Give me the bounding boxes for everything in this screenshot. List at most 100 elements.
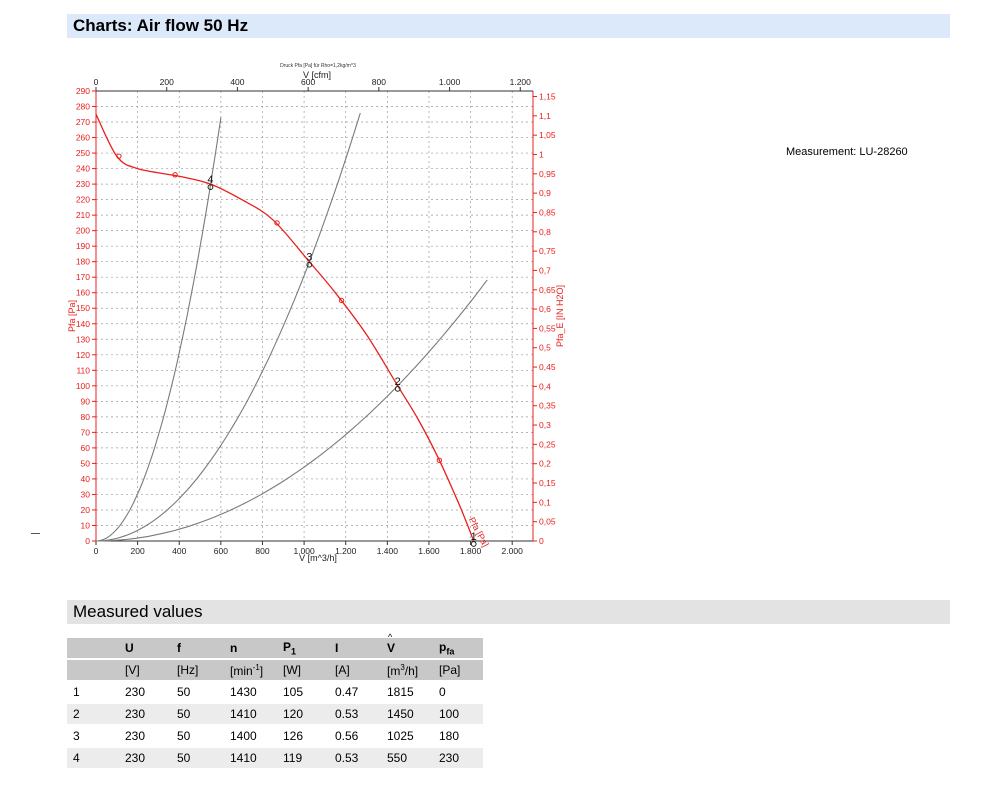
- table-cell: 1025: [381, 726, 433, 746]
- table-row: 3 230 50 1400 126 0.56 1025 180: [67, 726, 483, 746]
- header-cell-voltage: U: [119, 638, 171, 658]
- x-tick-label: 800: [255, 546, 269, 556]
- y-tick-label: 190: [76, 241, 90, 251]
- y-tick-label: 240: [76, 164, 90, 174]
- unit-cell-current: [A]: [329, 660, 381, 680]
- header-cell-pressure: pfa: [433, 638, 483, 658]
- unit-cell-pressure: [Pa]: [433, 660, 483, 680]
- x-tick-label: 600: [214, 546, 228, 556]
- table-cell: 0.56: [329, 726, 381, 746]
- x-tick-label: 200: [131, 546, 145, 556]
- operating-point-label: 2: [395, 376, 401, 388]
- y2-tick-label: 1,15: [539, 92, 556, 102]
- table-cell: 0: [433, 682, 483, 702]
- header-cell-speed: n: [224, 638, 277, 658]
- table-cell: 0.47: [329, 682, 381, 702]
- table-cell: 0.53: [329, 704, 381, 724]
- operating-point-marker: [306, 261, 313, 268]
- table-cell: 126: [277, 726, 329, 746]
- x-tick-label: 1.400: [377, 546, 399, 556]
- table-cell: 50: [171, 726, 224, 746]
- unit-cell-empty: [67, 660, 119, 680]
- fan-curve-marker: [274, 220, 280, 226]
- y2-tick-label: 0,35: [539, 401, 556, 411]
- measured-values-table: U f n P1 I V ^ pfa [V] [Hz] [min-1] [W] […: [67, 632, 483, 770]
- x2-tick-label: 200: [160, 77, 174, 87]
- charts-section-header: Charts: Air flow 50 Hz: [67, 14, 950, 38]
- x2-tick-label: 1.200: [510, 77, 532, 87]
- header-cell-empty: [67, 638, 119, 658]
- header-cell-airflow: V ^: [381, 632, 433, 658]
- table-units-row: [V] [Hz] [min-1] [W] [A] [m3/h] [Pa]: [67, 660, 483, 680]
- y2-tick-label: 0,25: [539, 439, 556, 449]
- y-tick-label: 290: [76, 86, 90, 96]
- y-tick-label: 200: [76, 226, 90, 236]
- y-tick-label: 210: [76, 210, 90, 220]
- y2-tick-label: 0,8: [539, 227, 551, 237]
- x2-tick-label: 800: [372, 77, 386, 87]
- table-cell: 230: [119, 726, 171, 746]
- y2-tick-label: 0,6: [539, 304, 551, 314]
- operating-point-label: 4: [207, 174, 213, 186]
- operating-point-marker: [207, 184, 214, 191]
- y-tick-label: 90: [81, 396, 91, 406]
- operating-point-marker: [470, 541, 477, 547]
- y2-tick-label: 0,45: [539, 362, 556, 372]
- measured-values-title: Measured values: [73, 602, 203, 621]
- system-curve: [95, 117, 222, 542]
- table-cell: 119: [277, 748, 329, 768]
- y2-tick-label: 0,15: [539, 478, 556, 488]
- unit-cell-frequency: [Hz]: [171, 660, 224, 680]
- table-cell: 120: [277, 704, 329, 724]
- table-header-row: U f n P1 I V ^ pfa: [67, 632, 483, 658]
- table-cell: 1430: [224, 682, 277, 702]
- y-tick-label: 70: [81, 427, 91, 437]
- table-row: 2 230 50 1410 120 0.53 1450 100: [67, 704, 483, 724]
- y2-tick-label: 0,85: [539, 207, 556, 217]
- x-tick-label: 1.000: [293, 546, 315, 556]
- y-tick-label: 80: [81, 412, 91, 422]
- operating-point-marker: [394, 385, 401, 392]
- operating-point-label: 3: [306, 252, 312, 264]
- fan-curve-line: [95, 113, 475, 542]
- table-cell: 230: [119, 682, 171, 702]
- fan-curve-marker: [172, 172, 178, 178]
- x2-tick-label: 600: [301, 77, 315, 87]
- table-cell: 50: [171, 748, 224, 768]
- y2-tick-label: 0,75: [539, 246, 556, 256]
- table-cell: 1400: [224, 726, 277, 746]
- fan-curve-marker: [436, 457, 443, 464]
- x-tick-label: 1.200: [335, 546, 357, 556]
- y2-tick-label: 0,1: [539, 497, 551, 507]
- x-axis-label: V [m^3/h]: [299, 553, 337, 563]
- measured-values-header: Measured values: [67, 600, 950, 624]
- table-cell: 1815: [381, 682, 433, 702]
- x2-tick-label: 400: [230, 77, 244, 87]
- system-curve: [95, 112, 361, 542]
- y-tick-label: 40: [81, 474, 91, 484]
- operating-point-label: 1: [471, 531, 477, 543]
- table-cell: 105: [277, 682, 329, 702]
- y-tick-label: 150: [76, 303, 90, 313]
- y2-tick-label: 0,7: [539, 265, 551, 275]
- table-cell: 1450: [381, 704, 433, 724]
- table-cell: 1410: [224, 748, 277, 768]
- y-tick-label: 30: [81, 489, 91, 499]
- y2-tick-label: 0,05: [539, 517, 556, 527]
- y2-tick-label: 0,55: [539, 323, 556, 333]
- table-cell: 3: [67, 726, 119, 746]
- y-tick-label: 260: [76, 133, 90, 143]
- y-tick-label: 10: [81, 520, 91, 530]
- table-cell: 230: [119, 748, 171, 768]
- table-cell: 550: [381, 748, 433, 768]
- y2-tick-label: 0,5: [539, 343, 551, 353]
- y-axis-label: Pfa [Pa]: [67, 300, 77, 332]
- x2-tick-label: 0: [94, 77, 99, 87]
- table-cell: 0.53: [329, 748, 381, 768]
- y-tick-label: 0: [85, 536, 90, 546]
- table-cell: 1410: [224, 704, 277, 724]
- y-tick-label: 250: [76, 148, 90, 158]
- y-tick-label: 50: [81, 458, 91, 468]
- y-tick-label: 130: [76, 334, 90, 344]
- x-tick-label: 0: [94, 546, 99, 556]
